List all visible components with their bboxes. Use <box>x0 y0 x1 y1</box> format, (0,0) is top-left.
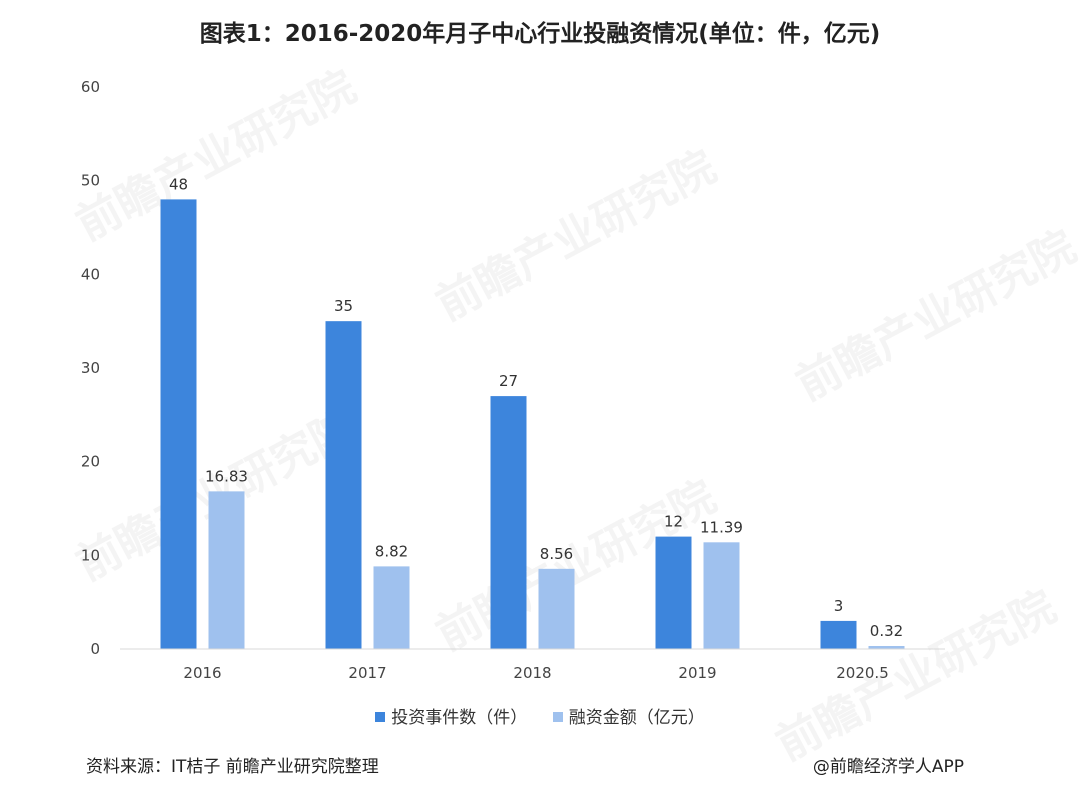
bar-series-2 <box>208 491 245 649</box>
bar-series-1 <box>820 620 857 649</box>
legend-swatch-series-1 <box>375 712 386 722</box>
legend: 投资事件数（件） 融资金额（亿元） <box>0 703 1080 728</box>
data-label-series-2: 8.82 <box>375 542 408 560</box>
legend-swatch-series-2 <box>552 712 563 722</box>
bar-series-1 <box>325 321 362 649</box>
x-axis: 2016 2017 2018 2019 2020.5 <box>120 648 945 682</box>
x-tick-label: 2017 <box>348 664 386 682</box>
data-label-series-2: 8.56 <box>540 545 573 563</box>
bars-group: 48 16.83 35 8.82 27 8.56 12 11.39 3 0.32 <box>160 175 905 649</box>
legend-label-series-2: 融资金额（亿元） <box>568 708 705 728</box>
y-axis: 0 10 20 30 40 50 60 <box>81 78 100 658</box>
credit-note: @前瞻经济学人APP <box>812 757 964 777</box>
bar-series-2 <box>373 566 410 649</box>
data-label-series-1: 27 <box>499 372 518 390</box>
data-label-series-2: 11.39 <box>700 518 743 536</box>
data-label-series-2: 0.32 <box>870 622 903 640</box>
footer: 资料来源：IT桔子 前瞻产业研究院整理 @前瞻经济学人APP <box>86 752 964 777</box>
data-label-series-1: 12 <box>664 513 683 531</box>
y-tick-label: 20 <box>81 453 100 471</box>
y-tick-label: 10 <box>81 546 100 564</box>
data-label-series-2: 16.83 <box>205 467 248 485</box>
chart-title: 图表1：2016-2020年月子中心行业投融资情况(单位：件，亿元) <box>199 21 881 47</box>
legend-label-series-1: 投资事件数（件） <box>391 708 528 728</box>
legend-item-series-1: 投资事件数（件） <box>375 703 527 728</box>
y-tick-label: 50 <box>81 172 100 190</box>
y-tick-label: 30 <box>81 359 100 377</box>
bar-series-1 <box>160 199 197 649</box>
source-note: 资料来源：IT桔子 前瞻产业研究院整理 <box>86 757 379 777</box>
bar-series-2 <box>703 542 740 649</box>
y-tick-label: 0 <box>90 640 100 658</box>
legend-item-series-2: 融资金额（亿元） <box>552 703 705 728</box>
x-tick-label: 2016 <box>183 664 221 682</box>
bar-series-1 <box>490 396 527 649</box>
bar-series-2 <box>868 646 905 649</box>
data-label-series-1: 3 <box>834 597 844 615</box>
x-tick-label: 2020.5 <box>836 664 889 682</box>
x-tick-label: 2018 <box>513 664 551 682</box>
y-tick-label: 40 <box>81 265 100 283</box>
x-tick-label: 2019 <box>678 664 716 682</box>
data-label-series-1: 35 <box>334 297 353 315</box>
data-label-series-1: 48 <box>169 175 188 193</box>
bar-series-2 <box>538 568 575 649</box>
y-tick-label: 60 <box>81 78 100 96</box>
bar-series-1 <box>655 536 692 649</box>
